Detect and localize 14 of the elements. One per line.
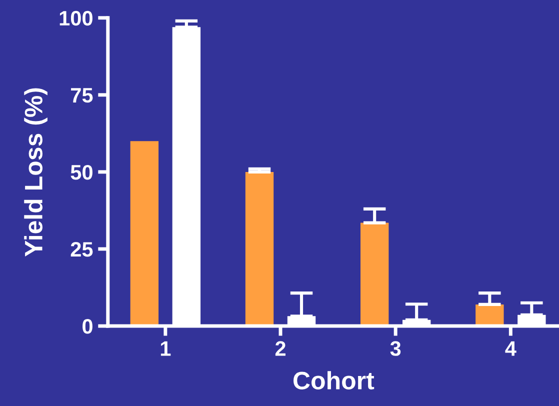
y-tick-label: 75 <box>71 88 93 103</box>
x-axis-title: Cohort <box>294 371 374 390</box>
x-tick-label: 4 <box>505 341 516 356</box>
y-tick-label: 0 <box>82 319 92 334</box>
bar <box>245 172 274 326</box>
bar <box>360 222 389 326</box>
bar <box>130 141 159 326</box>
y-tick-label: 25 <box>70 242 93 257</box>
y-axis-title: Yield Loss (%) <box>24 88 48 256</box>
x-tick-label: 2 <box>275 341 286 356</box>
y-tick-label: 100 <box>60 10 92 26</box>
x-tick-label: 1 <box>160 341 171 356</box>
x-tick-label: 3 <box>390 341 401 356</box>
y-tick-label: 50 <box>70 164 92 180</box>
